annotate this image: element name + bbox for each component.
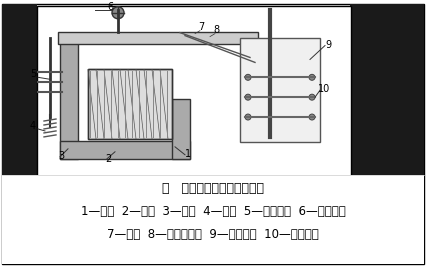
Bar	[240, 38, 320, 142]
Bar	[60, 141, 190, 159]
Text: 3: 3	[58, 151, 64, 161]
Bar	[37, 6, 351, 177]
Text: 8: 8	[213, 25, 219, 35]
Circle shape	[309, 94, 315, 100]
Text: 7—衔铁  8—非磁性垫片  9—动断触点  10—动合触点: 7—衔铁 8—非磁性垫片 9—动断触点 10—动合触点	[107, 228, 319, 241]
Text: 2: 2	[105, 154, 111, 164]
Circle shape	[245, 114, 251, 120]
Text: 1: 1	[185, 149, 191, 159]
Bar	[2, 175, 424, 264]
Circle shape	[245, 94, 251, 100]
Text: 10: 10	[318, 84, 330, 94]
Circle shape	[309, 114, 315, 120]
Circle shape	[309, 74, 315, 80]
Text: 5: 5	[30, 69, 36, 79]
Bar	[2, 4, 37, 177]
Text: 图   电磁式继电器结构示意图: 图 电磁式继电器结构示意图	[162, 182, 264, 195]
Circle shape	[245, 74, 251, 80]
Text: 6: 6	[107, 2, 113, 12]
Bar	[88, 69, 172, 139]
Text: 9: 9	[325, 40, 331, 49]
Text: 7: 7	[198, 22, 204, 32]
Bar	[88, 69, 172, 139]
Bar	[58, 32, 258, 44]
Circle shape	[112, 7, 124, 19]
Bar	[350, 4, 424, 177]
Text: 4: 4	[30, 121, 36, 131]
Text: 1—线圈  2—铁心  3—磁轭  4—弹簧  5—调节螺母  6—调节螺钉: 1—线圈 2—铁心 3—磁轭 4—弹簧 5—调节螺母 6—调节螺钉	[81, 205, 345, 218]
Bar	[60, 40, 78, 159]
Bar	[172, 99, 190, 159]
